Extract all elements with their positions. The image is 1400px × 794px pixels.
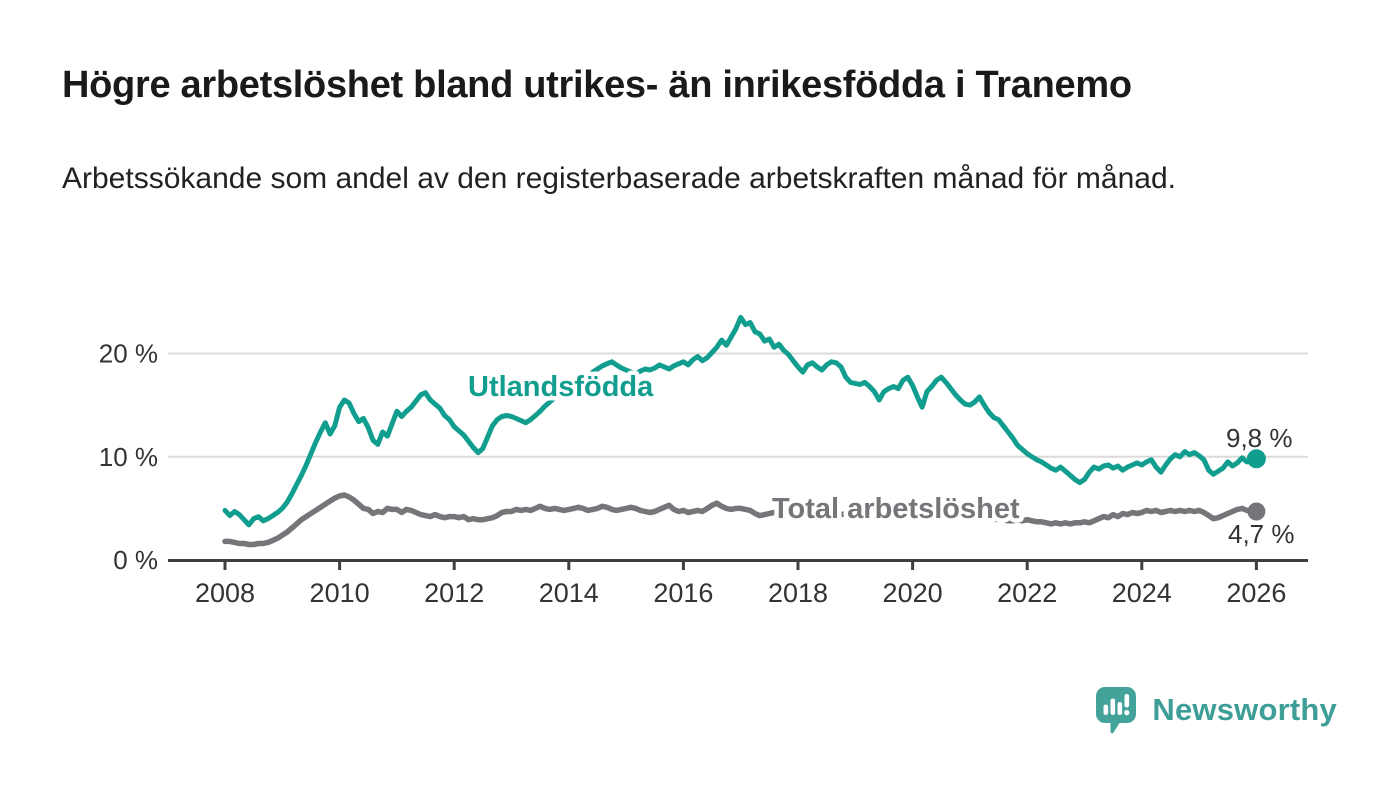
series-end-dot-utlandsfodda	[1246, 449, 1266, 469]
x-axis-label-2014: 2014	[539, 578, 599, 608]
logo-bubble-shape	[1096, 687, 1137, 734]
series-end-dot-total-arbetsloshet	[1247, 502, 1266, 521]
x-axis-label-2012: 2012	[424, 578, 484, 608]
series-label-total-arbetsloshet: Total arbetslöshet	[772, 493, 1020, 525]
logo-exclamation-dot	[1124, 710, 1130, 716]
x-axis-label-2024: 2024	[1112, 578, 1172, 608]
newsworthy-speech-bubble-chart-icon	[1096, 687, 1137, 734]
x-axis-label-2026: 2026	[1226, 578, 1286, 608]
end-value-label-utlandsfodda: 9,8 %	[1226, 423, 1293, 453]
x-axis-label-2022: 2022	[997, 578, 1057, 608]
y-axis-label-10: 10 %	[99, 442, 158, 472]
page-title: Högre arbetslöshet bland utrikes- än inr…	[62, 64, 1132, 106]
end-value-label-total-arbetsloshet: 4,7 %	[1228, 519, 1295, 549]
x-axis-label-2016: 2016	[653, 578, 713, 608]
logo-exclamation-bar	[1124, 694, 1130, 708]
newsworthy-logo: Newsworthy	[1094, 686, 1337, 734]
y-axis-label-0: 0 %	[113, 545, 158, 575]
y-axis-label-20: 20 %	[99, 339, 158, 369]
logo-bar-short	[1103, 704, 1109, 715]
newsworthy-logo-text: Newsworthy	[1152, 692, 1337, 727]
logo-bar-medium	[1117, 702, 1123, 715]
x-axis-label-2018: 2018	[768, 578, 828, 608]
logo-bar-tall	[1110, 698, 1116, 715]
series-line-utlandsfodda	[222, 314, 1259, 528]
x-axis-label-2010: 2010	[310, 578, 370, 608]
series-line-total-arbetsloshet	[222, 492, 1260, 548]
x-axis-label-2008: 2008	[195, 578, 255, 608]
series-label-utlandsfodda: Utlandsfödda	[468, 371, 654, 403]
chart-subtitle: Arbetssökande som andel av den registerb…	[62, 162, 1176, 195]
x-axis-label-2020: 2020	[883, 578, 943, 608]
